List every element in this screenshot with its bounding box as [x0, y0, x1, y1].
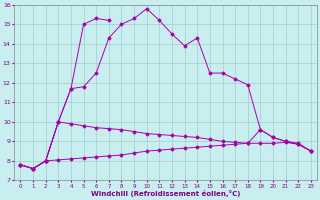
X-axis label: Windchill (Refroidissement éolien,°C): Windchill (Refroidissement éolien,°C) — [91, 190, 240, 197]
